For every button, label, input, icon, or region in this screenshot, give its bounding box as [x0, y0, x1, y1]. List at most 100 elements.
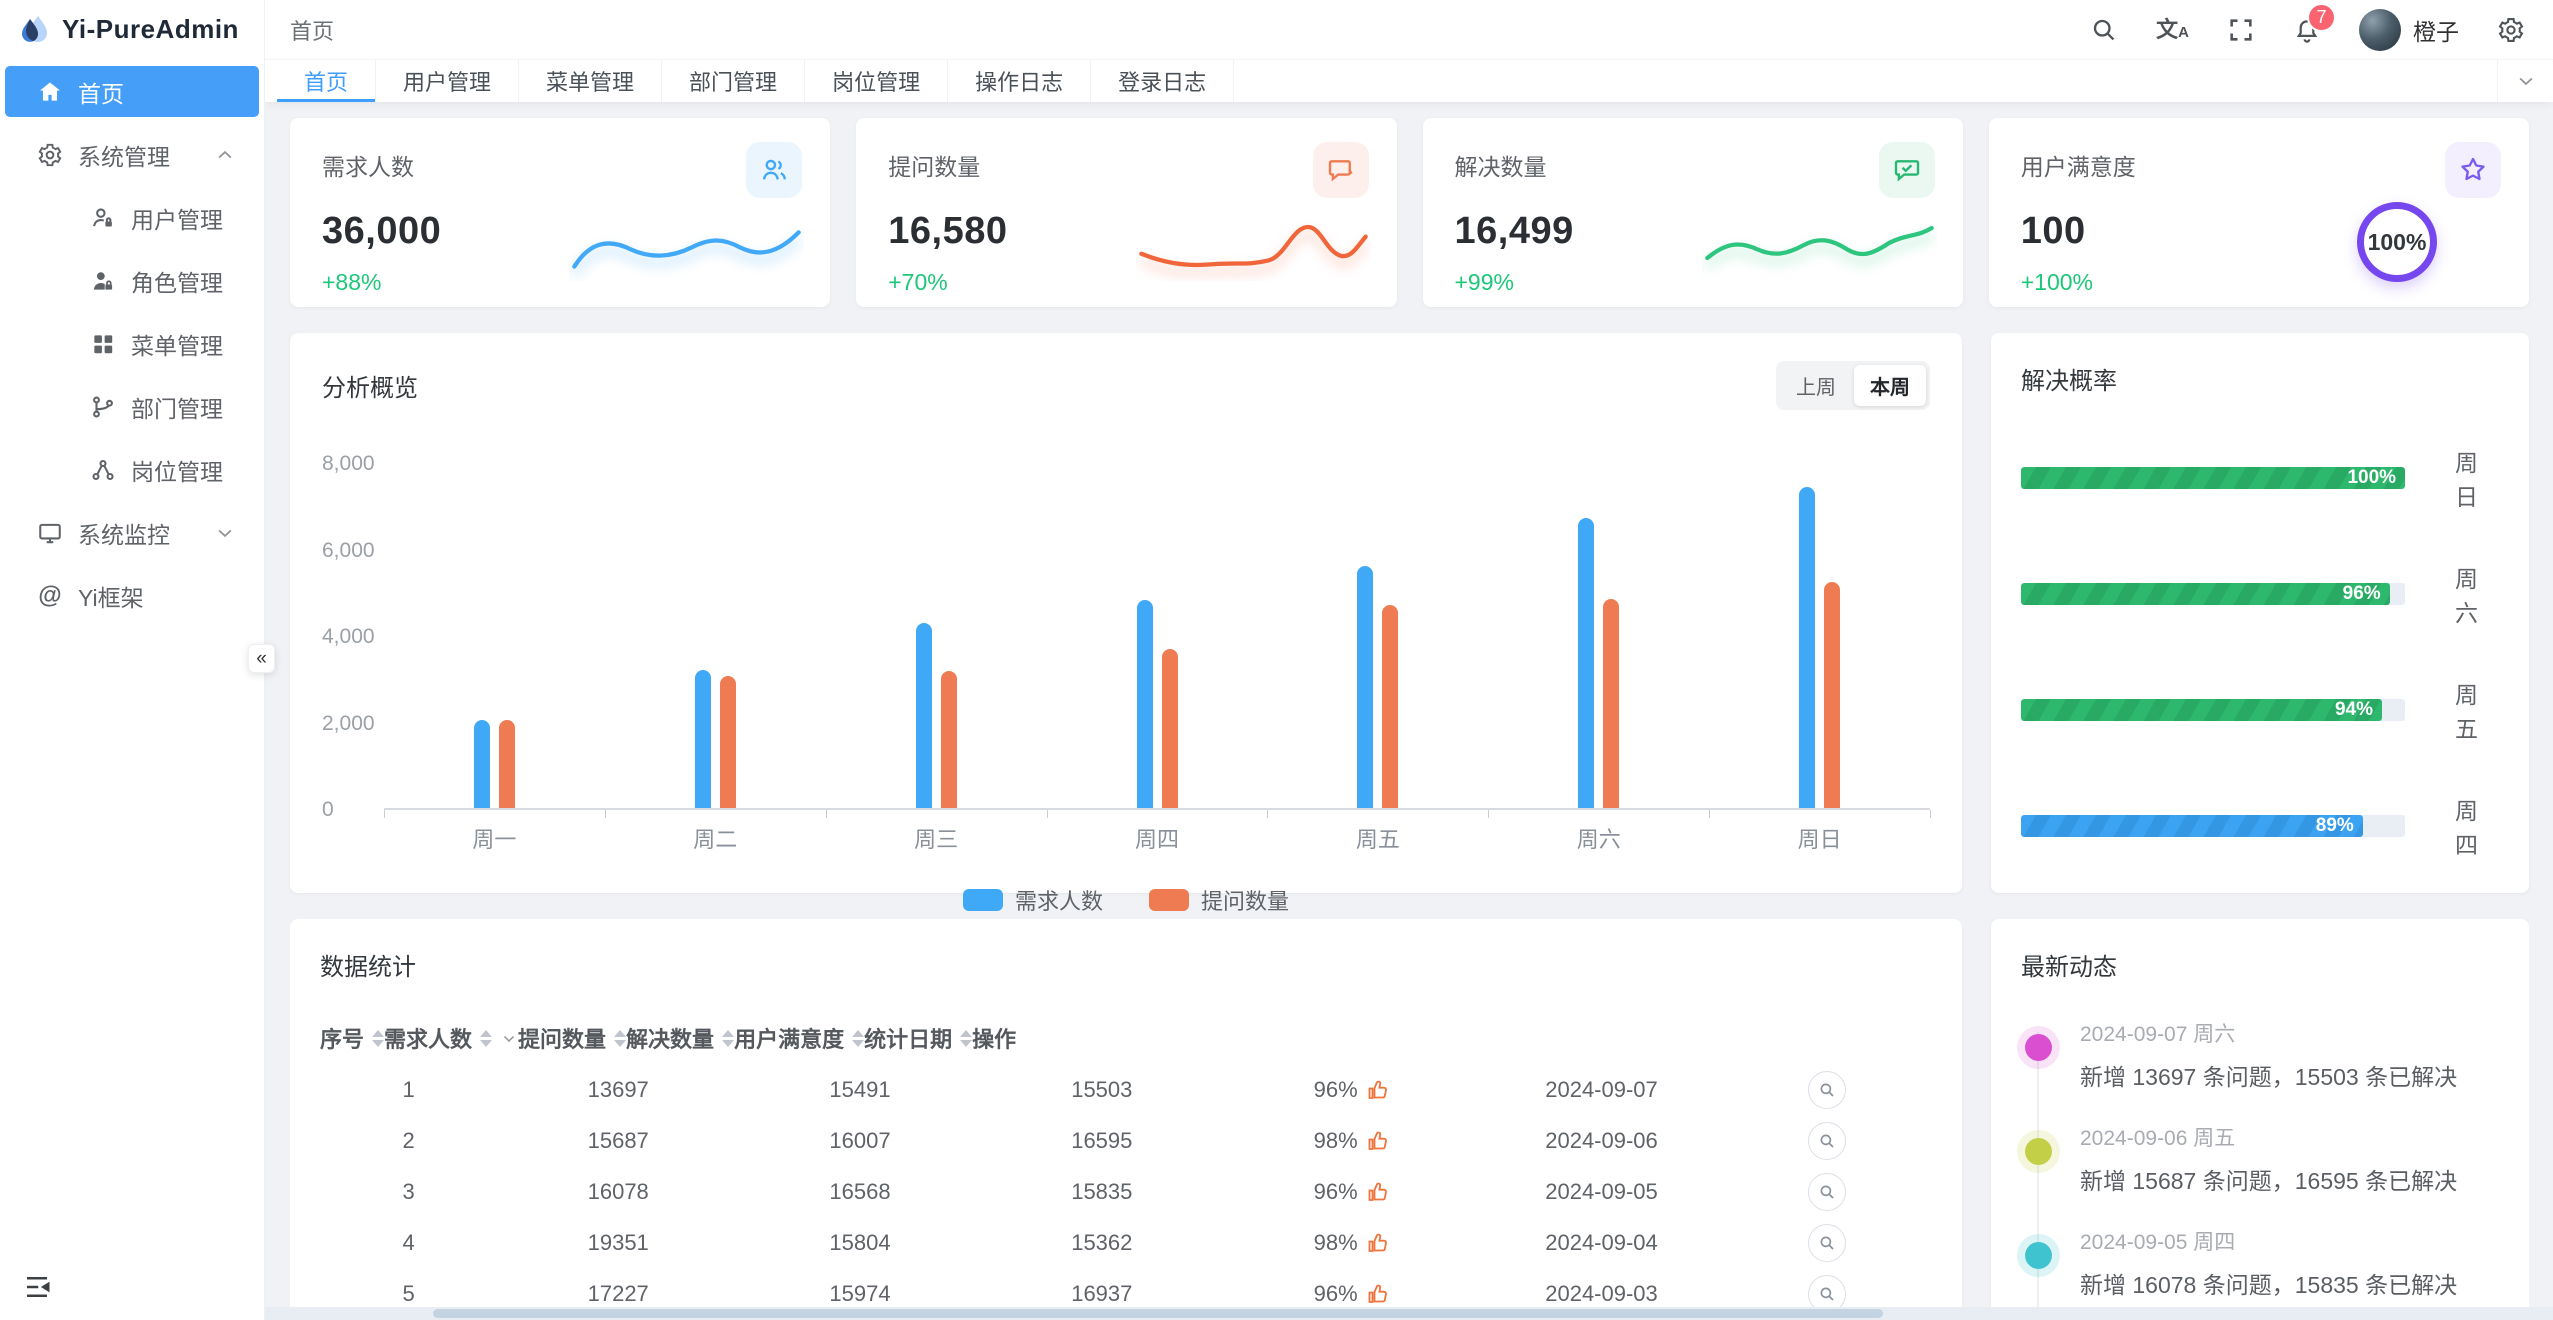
progress-track: 100% [2021, 467, 2406, 489]
home-icon [40, 81, 60, 101]
menu-fold-icon[interactable] [22, 1272, 52, 1302]
cell-index: 1 [402, 1076, 415, 1102]
sparkline-blue [572, 230, 802, 269]
view-detail-button[interactable] [1808, 1223, 1847, 1262]
bar-questions [1824, 582, 1841, 808]
tab-item[interactable]: 部门管理 [662, 60, 806, 102]
view-detail-button[interactable] [1808, 1172, 1847, 1211]
user-menu[interactable]: 橙子 [2359, 8, 2459, 51]
tab-item[interactable]: 菜单管理 [519, 60, 663, 102]
x-axis-label: 周六 [1576, 827, 1621, 852]
main-area: 首页 文A 7 橙子 [265, 0, 2553, 1320]
fullscreen-icon[interactable] [2227, 16, 2255, 44]
cell-date: 2024-09-03 [1545, 1280, 1658, 1306]
sort-caret-icon[interactable] [852, 1029, 865, 1047]
analysis-overview-card: 分析概览 上周 本周 8,000 6,000 4,000 2,000 0 [290, 333, 1962, 914]
share-network-icon [92, 459, 114, 480]
solve-rate-card: 解决概率 100% 周日 [1991, 333, 2529, 893]
x-axis-label: 周四 [1135, 827, 1180, 852]
stat-delta: +70% [888, 269, 948, 295]
view-detail-button[interactable] [1808, 1121, 1847, 1160]
progress-row: 96% 周六 [2021, 560, 2499, 628]
sidebar-item-post-mgmt[interactable]: 岗位管理 [5, 444, 259, 495]
tab-item[interactable]: 首页 [277, 60, 377, 102]
table-row: 2 15687 16007 16595 98% 2024-09-06 [320, 1115, 1932, 1166]
tab-item[interactable]: 用户管理 [376, 60, 520, 102]
latest-news-title: 最新动态 [2021, 954, 2117, 981]
logo-drop-icon [22, 16, 47, 42]
grid-icon [94, 334, 113, 353]
notification-bell-icon[interactable]: 7 [2293, 2, 2336, 44]
cell-actions [1722, 1172, 1932, 1211]
sidebar-item-system-mgmt[interactable]: 系统管理 [5, 129, 259, 180]
at-icon: @ [38, 581, 62, 609]
bottom-row: 数据统计 序号 需求人数 [290, 919, 2529, 1320]
table-column-header[interactable]: 统计日期 [864, 1022, 973, 1054]
sort-caret-icon[interactable] [614, 1029, 627, 1047]
x-axis-label: 周五 [1355, 827, 1400, 852]
tab-item[interactable]: 岗位管理 [805, 60, 949, 102]
settings-gear-icon[interactable] [2497, 16, 2525, 44]
view-detail-button[interactable] [1808, 1070, 1847, 1109]
legend-item-questions[interactable]: 提问数量 [1149, 884, 1289, 916]
stat-delta: +100% [2020, 269, 2094, 295]
horizontal-scrollbar [265, 1307, 2553, 1320]
bar-chart: 8,000 6,000 4,000 2,000 0 [322, 452, 1931, 821]
cell-demand: 19351 [587, 1229, 649, 1255]
sort-caret-icon[interactable] [960, 1029, 973, 1047]
role-lock-icon [93, 271, 113, 290]
stat-cards-row: 需求人数 36,000 +88% 提问数量 16,580 [290, 118, 2529, 307]
table-column-header[interactable]: 序号 [320, 1022, 385, 1054]
toggle-last-week[interactable]: 上周 [1796, 377, 1836, 399]
sidebar-item-menu-mgmt[interactable]: 菜单管理 [5, 318, 259, 369]
tabs-dropdown-chevron-icon[interactable] [2497, 60, 2553, 102]
cell-solved: 15362 [1071, 1229, 1133, 1255]
search-icon[interactable] [2090, 16, 2118, 44]
satisfaction-ring: 100% [2357, 202, 2437, 282]
filter-chevron-icon[interactable] [500, 1029, 518, 1047]
legend-item-demand[interactable]: 需求人数 [962, 884, 1103, 916]
sort-caret-icon[interactable] [480, 1029, 493, 1047]
table-column-header[interactable]: 操作 [972, 1027, 1017, 1052]
translate-icon[interactable]: 文A [2156, 16, 2189, 42]
middle-row: 分析概览 上周 本周 8,000 6,000 4,000 2,000 0 [290, 333, 2529, 914]
table-column-header[interactable]: 提问数量 [518, 1022, 627, 1054]
view-detail-button[interactable] [1808, 1274, 1847, 1313]
bar-questions [940, 671, 957, 808]
sidebar-item-label: 岗位管理 [131, 458, 223, 485]
progress-percent: 100% [2347, 467, 2397, 488]
topbar-actions: 文A 7 橙子 [2090, 2, 2525, 51]
progress-fill: 100% [2021, 467, 2406, 489]
sort-caret-icon[interactable] [372, 1029, 385, 1047]
table-column-header[interactable]: 用户满意度 [734, 1022, 865, 1054]
sidebar-collapse-button[interactable]: « [248, 644, 275, 673]
magnifier-icon [1820, 1236, 1834, 1250]
legend-swatch [962, 889, 1003, 911]
stat-card-solved: 解决数量 16,499 +99% [1422, 118, 1963, 307]
table-column-header[interactable]: 需求人数 [384, 1022, 518, 1054]
cell-index: 4 [402, 1229, 415, 1255]
logo[interactable]: Yi-PureAdmin [0, 0, 264, 58]
sidebar-item-user-mgmt[interactable]: 用户管理 [5, 192, 259, 243]
timeline-date: 2024-09-07 周六 [2080, 1023, 2236, 1046]
sidebar-item-dept-mgmt[interactable]: 部门管理 [5, 381, 259, 432]
scrollbar-thumb[interactable] [433, 1309, 1883, 1318]
stat-title: 解决数量 [1454, 154, 1547, 180]
sort-caret-icon[interactable] [722, 1029, 735, 1047]
bar-demand [1136, 600, 1153, 808]
toggle-this-week[interactable]: 本周 [1854, 365, 1926, 406]
sidebar-item-role-mgmt[interactable]: 角色管理 [5, 255, 259, 306]
stat-value: 100 [2020, 210, 2086, 252]
sidebar-item-system-monitor[interactable]: 系统监控 [5, 507, 259, 558]
progress-track: 96% [2021, 583, 2406, 605]
table-column-header[interactable]: 解决数量 [626, 1022, 735, 1054]
y-axis-tick: 8,000 [322, 452, 375, 475]
sidebar-item-home[interactable]: 首页 [5, 66, 259, 117]
bar-questions [1382, 605, 1399, 808]
tab-item[interactable]: 操作日志 [948, 60, 1092, 102]
table-row: 1 13697 15491 15503 96% 2024-09-07 [320, 1064, 1932, 1115]
tab-item[interactable]: 登录日志 [1091, 60, 1235, 102]
chart-plot [384, 464, 1931, 818]
sidebar-item-yi-framework[interactable]: @ Yi框架 [5, 570, 259, 621]
cell-questions: 15804 [829, 1229, 891, 1255]
